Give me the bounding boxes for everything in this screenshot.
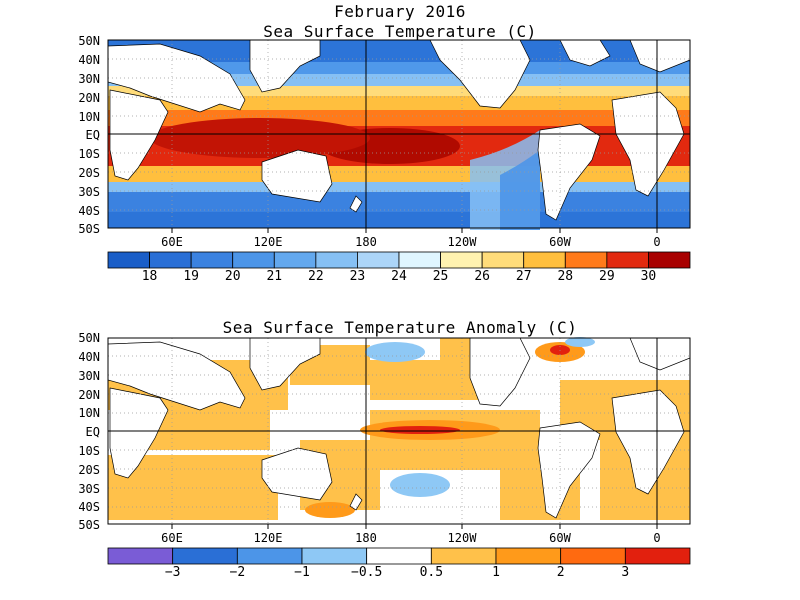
colorbar-label: 27	[515, 269, 532, 284]
colorbar-label: 22	[308, 269, 324, 284]
lat-label: 20S	[78, 166, 100, 180]
colorbar-swatch	[190, 251, 234, 269]
lon-label: 120W	[447, 531, 477, 545]
lon-label: 180	[355, 531, 377, 545]
colorbar-swatch	[232, 251, 275, 269]
lon-label: 60W	[549, 235, 571, 249]
lat-label: 50S	[78, 222, 100, 236]
colorbar-swatch	[315, 251, 358, 269]
colorbar-label: 1	[492, 565, 500, 580]
colorbar-label: 28	[557, 269, 574, 284]
colorbar-swatch	[624, 547, 691, 565]
lon-label: 0	[653, 531, 661, 545]
lat-label: 20S	[78, 463, 100, 477]
colorbar-label: −0.5	[351, 565, 383, 580]
lat-label: 10S	[78, 147, 100, 161]
lon-label: 60E	[161, 531, 183, 545]
lat-label: EQ	[85, 425, 100, 439]
lat-label: 40S	[78, 500, 100, 514]
colorbar-label: −1	[294, 565, 310, 580]
colorbar-label: −2	[229, 565, 246, 580]
lat-label: 50N	[78, 331, 100, 345]
colorbar-label: 2	[556, 565, 565, 580]
lat-label: 40N	[78, 53, 100, 67]
anomaly-colorbar	[107, 547, 691, 565]
lat-label: 10N	[78, 110, 100, 124]
lat-label: 50S	[78, 518, 100, 532]
anomaly-panel-title: Sea Surface Temperature Anomaly (C)	[222, 318, 578, 337]
lat-label: 30N	[78, 72, 100, 86]
colorbar-label: 30	[640, 269, 657, 284]
colorbar-label: 23	[349, 269, 366, 284]
colorbar-swatch	[273, 251, 317, 269]
colorbar-swatch	[606, 251, 649, 269]
colorbar-label: 24	[391, 269, 407, 284]
colorbar-swatch	[301, 547, 368, 565]
colorbar-label: 3	[621, 565, 630, 580]
colorbar-swatch	[357, 251, 400, 269]
colorbar-swatch	[107, 547, 174, 565]
lat-label: EQ	[85, 128, 100, 142]
colorbar-label: −3	[164, 565, 181, 580]
colorbar-swatch	[523, 251, 566, 269]
lon-label: 60W	[549, 531, 571, 545]
colorbar-label: 19	[183, 269, 199, 284]
lat-label: 10N	[78, 406, 100, 420]
anomaly-map	[107, 337, 691, 529]
colorbar-swatch	[440, 251, 483, 269]
colorbar-swatch	[149, 251, 192, 269]
colorbar-label: 21	[266, 269, 283, 284]
lon-label: 60E	[161, 235, 183, 249]
colorbar-swatch	[564, 251, 608, 269]
colorbar-swatch	[495, 547, 562, 565]
page-title: February 2016	[334, 2, 466, 21]
colorbar-swatch	[172, 547, 238, 565]
lat-label: 10S	[78, 444, 100, 458]
lon-label: 120E	[253, 235, 283, 249]
lat-label: 20N	[78, 91, 100, 105]
lon-label: 120E	[253, 531, 283, 545]
lon-label: 180	[355, 235, 377, 249]
lat-label: 40N	[78, 350, 100, 364]
colorbar-swatch	[430, 547, 497, 565]
lon-label: 0	[653, 235, 661, 249]
lat-label: 40S	[78, 204, 100, 218]
lat-label: 30N	[78, 369, 100, 383]
colorbar-label: 0.5	[419, 565, 444, 580]
sst-colorbar	[107, 251, 691, 269]
lon-label: 120W	[447, 235, 477, 249]
colorbar-swatch	[560, 547, 626, 565]
colorbar-label: 18	[141, 269, 158, 284]
colorbar-swatch	[236, 547, 303, 565]
lat-label: 30S	[78, 185, 100, 199]
colorbar-swatch	[366, 547, 432, 565]
colorbar-label: 25	[432, 269, 449, 284]
colorbar-label: 20	[224, 269, 241, 284]
colorbar-swatch	[481, 251, 525, 269]
colorbar-swatch	[648, 251, 691, 269]
colorbar-swatch	[398, 251, 441, 269]
colorbar-swatch	[107, 251, 150, 269]
lat-label: 50N	[78, 34, 100, 48]
lat-label: 20N	[78, 388, 100, 402]
colorbar-label: 26	[474, 269, 490, 284]
sst-map	[107, 39, 691, 233]
sst-panel-title: Sea Surface Temperature (C)	[263, 22, 537, 41]
colorbar-label: 29	[599, 269, 615, 284]
lat-label: 30S	[78, 482, 100, 496]
